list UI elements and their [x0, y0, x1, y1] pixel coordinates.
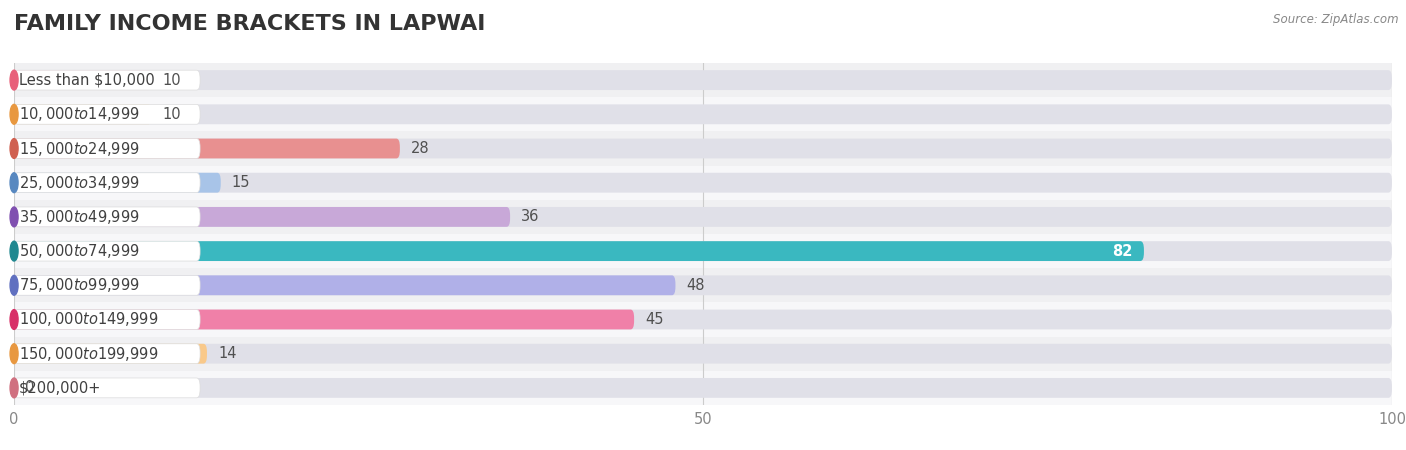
FancyBboxPatch shape [14, 139, 200, 158]
Text: 10: 10 [163, 72, 181, 88]
FancyBboxPatch shape [14, 234, 1392, 268]
FancyBboxPatch shape [14, 241, 1144, 261]
FancyBboxPatch shape [14, 302, 1392, 337]
Circle shape [10, 378, 18, 398]
FancyBboxPatch shape [14, 241, 1392, 261]
FancyBboxPatch shape [14, 139, 1392, 158]
FancyBboxPatch shape [14, 275, 675, 295]
FancyBboxPatch shape [14, 139, 399, 158]
Text: $75,000 to $99,999: $75,000 to $99,999 [18, 276, 139, 294]
Text: 36: 36 [522, 209, 540, 225]
FancyBboxPatch shape [14, 173, 221, 193]
Text: 15: 15 [232, 175, 250, 190]
FancyBboxPatch shape [14, 97, 1392, 131]
FancyBboxPatch shape [14, 344, 207, 364]
Text: $200,000+: $200,000+ [18, 380, 101, 396]
Circle shape [10, 241, 18, 261]
Text: $50,000 to $74,999: $50,000 to $74,999 [18, 242, 139, 260]
FancyBboxPatch shape [14, 344, 200, 364]
Text: 45: 45 [645, 312, 664, 327]
Text: 0: 0 [25, 380, 35, 396]
FancyBboxPatch shape [14, 207, 200, 227]
FancyBboxPatch shape [14, 200, 1392, 234]
Text: 14: 14 [218, 346, 236, 361]
FancyBboxPatch shape [14, 63, 1392, 97]
FancyBboxPatch shape [14, 207, 1392, 227]
Text: 82: 82 [1112, 243, 1133, 259]
FancyBboxPatch shape [14, 310, 634, 329]
Circle shape [10, 104, 18, 124]
Text: 28: 28 [411, 141, 429, 156]
Circle shape [10, 70, 18, 90]
FancyBboxPatch shape [14, 371, 1392, 405]
FancyBboxPatch shape [14, 207, 510, 227]
FancyBboxPatch shape [14, 173, 1392, 193]
FancyBboxPatch shape [14, 104, 152, 124]
Text: $150,000 to $199,999: $150,000 to $199,999 [18, 345, 159, 363]
FancyBboxPatch shape [14, 275, 200, 295]
Text: $35,000 to $49,999: $35,000 to $49,999 [18, 208, 139, 226]
Text: 10: 10 [163, 107, 181, 122]
FancyBboxPatch shape [14, 344, 1392, 364]
Text: 48: 48 [686, 278, 704, 293]
FancyBboxPatch shape [14, 378, 1392, 398]
Text: Less than $10,000: Less than $10,000 [18, 72, 155, 88]
Text: FAMILY INCOME BRACKETS IN LAPWAI: FAMILY INCOME BRACKETS IN LAPWAI [14, 14, 485, 33]
Text: $25,000 to $34,999: $25,000 to $34,999 [18, 174, 139, 192]
FancyBboxPatch shape [14, 104, 1392, 124]
Circle shape [10, 344, 18, 364]
FancyBboxPatch shape [14, 378, 200, 398]
FancyBboxPatch shape [14, 268, 1392, 302]
Circle shape [10, 275, 18, 295]
FancyBboxPatch shape [14, 241, 200, 261]
FancyBboxPatch shape [14, 70, 152, 90]
FancyBboxPatch shape [14, 310, 1392, 329]
FancyBboxPatch shape [14, 70, 200, 90]
FancyBboxPatch shape [14, 131, 1392, 166]
FancyBboxPatch shape [14, 173, 200, 193]
Circle shape [10, 139, 18, 158]
FancyBboxPatch shape [14, 70, 1392, 90]
FancyBboxPatch shape [14, 275, 1392, 295]
FancyBboxPatch shape [14, 310, 200, 329]
Text: $15,000 to $24,999: $15,000 to $24,999 [18, 140, 139, 158]
Text: $10,000 to $14,999: $10,000 to $14,999 [18, 105, 139, 123]
Circle shape [10, 310, 18, 329]
Text: $100,000 to $149,999: $100,000 to $149,999 [18, 310, 159, 328]
FancyBboxPatch shape [14, 166, 1392, 200]
FancyBboxPatch shape [14, 337, 1392, 371]
Circle shape [10, 207, 18, 227]
FancyBboxPatch shape [14, 104, 200, 124]
Circle shape [10, 173, 18, 193]
Text: Source: ZipAtlas.com: Source: ZipAtlas.com [1274, 14, 1399, 27]
